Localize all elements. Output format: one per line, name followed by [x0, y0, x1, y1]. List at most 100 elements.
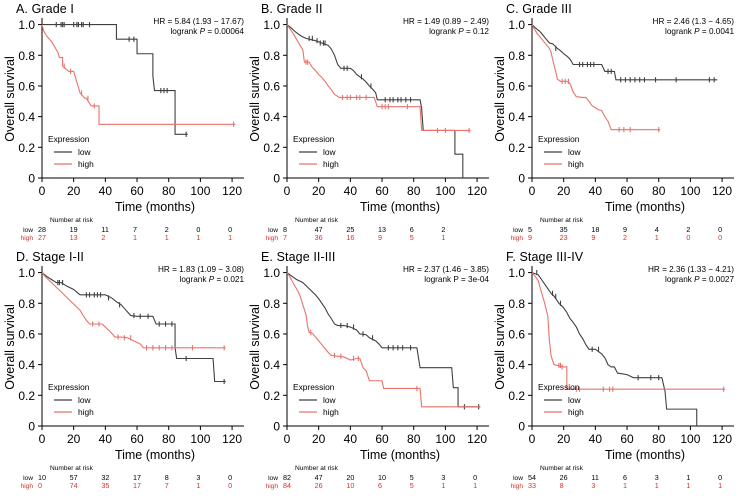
risk-row-label-low: low: [513, 475, 523, 482]
legend-title: Expression: [48, 382, 90, 392]
x-axis-title: Time (months): [605, 448, 685, 462]
risk-table-header: Number at risk: [50, 465, 94, 472]
risk-value: 3: [196, 473, 200, 482]
risk-table-header: Number at risk: [295, 217, 339, 224]
risk-value: 7: [165, 481, 169, 490]
x-tick-label: 80: [162, 432, 176, 446]
y-tick-label: 1.0: [18, 18, 35, 32]
legend-title: Expression: [48, 134, 90, 144]
risk-value: 36: [315, 233, 323, 242]
y-tick-label: 0.6: [508, 79, 525, 93]
risk-value: 26: [560, 473, 568, 482]
risk-value: 2: [101, 233, 105, 242]
risk-value: 0: [473, 473, 477, 482]
survival-curve-high: [286, 272, 481, 408]
risk-value: 1: [441, 233, 445, 242]
risk-value: 4: [655, 225, 659, 234]
risk-value: 1: [196, 233, 200, 242]
y-tick-label: 0.8: [508, 297, 525, 311]
x-axis-title: Time (months): [605, 200, 685, 214]
risk-value: 23: [560, 233, 568, 242]
legend-label-low: low: [568, 147, 582, 157]
risk-value: 1: [655, 233, 659, 242]
y-tick-label: 0.4: [18, 358, 35, 372]
y-tick-label: 0.8: [263, 297, 280, 311]
risk-value: 1: [686, 481, 690, 490]
y-tick-label: 1.0: [263, 18, 280, 32]
y-tick-label: 0.4: [263, 358, 280, 372]
risk-row-label-high: high: [266, 235, 279, 242]
survival-curve-high: [531, 24, 661, 131]
risk-value: 9: [378, 233, 382, 242]
y-tick-label: 0.8: [18, 297, 35, 311]
risk-value: 0: [228, 481, 232, 490]
risk-value: 0: [228, 225, 232, 234]
y-tick-label: 0: [518, 420, 525, 434]
y-axis-title: Overall survival: [248, 304, 262, 389]
y-axis-title: Overall survival: [3, 304, 17, 389]
x-tick-label: 40: [344, 432, 358, 446]
risk-value: 84: [283, 481, 291, 490]
panel-title: C. Grade III: [506, 2, 572, 16]
logrank-label: logrank P = 0.0027: [665, 275, 734, 284]
risk-row-label-low: low: [268, 475, 278, 482]
y-tick-label: 0.8: [263, 49, 280, 63]
risk-value: 13: [70, 233, 78, 242]
risk-value: 47: [315, 473, 323, 482]
risk-value: 1: [473, 481, 477, 490]
risk-value: 26: [315, 481, 323, 490]
risk-value: 35: [101, 481, 109, 490]
risk-value: 57: [70, 473, 78, 482]
logrank-label: logrank P = 0.12: [429, 27, 489, 36]
y-tick-label: 0.4: [508, 110, 525, 124]
legend-label-low: low: [78, 395, 92, 405]
y-tick-label: 0: [273, 420, 280, 434]
y-tick-label: 0.6: [263, 79, 280, 93]
x-tick-label: 40: [344, 184, 358, 198]
risk-value: 5: [410, 473, 414, 482]
risk-value: 8: [560, 481, 564, 490]
risk-value: 2: [441, 225, 445, 234]
legend-label-high: high: [323, 407, 339, 417]
y-tick-label: 1.0: [508, 18, 525, 32]
x-tick-label: 60: [375, 432, 389, 446]
x-tick-label: 60: [620, 184, 634, 198]
risk-value: 6: [378, 481, 382, 490]
risk-table-header: Number at risk: [540, 217, 584, 224]
risk-value: 1: [441, 481, 445, 490]
survival-curve-high: [531, 272, 726, 390]
y-tick-label: 0: [28, 172, 35, 186]
risk-value: 9: [591, 233, 595, 242]
x-tick-label: 120: [222, 432, 242, 446]
x-tick-label: 100: [190, 184, 210, 198]
legend-label-low: low: [323, 395, 337, 405]
x-tick-label: 60: [375, 184, 389, 198]
risk-row-label-low: low: [23, 475, 33, 482]
x-tick-label: 120: [467, 432, 487, 446]
x-tick-label: 100: [435, 184, 455, 198]
risk-value: 27: [38, 233, 46, 242]
x-tick-label: 40: [589, 184, 603, 198]
risk-value: 20: [346, 473, 354, 482]
x-tick-label: 60: [130, 432, 144, 446]
hazard-ratio-label: HR = 5.84 (1.93 − 17.67): [153, 17, 244, 26]
risk-value: 0: [686, 233, 690, 242]
risk-table-header: Number at risk: [50, 217, 94, 224]
risk-value: 1: [165, 233, 169, 242]
risk-row-label-high: high: [21, 483, 34, 490]
y-tick-label: 0: [273, 172, 280, 186]
survival-curve-high: [41, 24, 236, 125]
x-tick-label: 0: [529, 432, 536, 446]
y-tick-label: 0.4: [18, 110, 35, 124]
x-tick-label: 40: [99, 432, 113, 446]
risk-value: 0: [38, 481, 42, 490]
risk-value: 17: [133, 473, 141, 482]
y-tick-label: 1.0: [18, 266, 35, 280]
x-tick-label: 20: [67, 184, 81, 198]
logrank-label: logrank P = 0.0041: [665, 27, 734, 36]
risk-value: 5: [528, 225, 532, 234]
x-tick-label: 80: [407, 184, 421, 198]
